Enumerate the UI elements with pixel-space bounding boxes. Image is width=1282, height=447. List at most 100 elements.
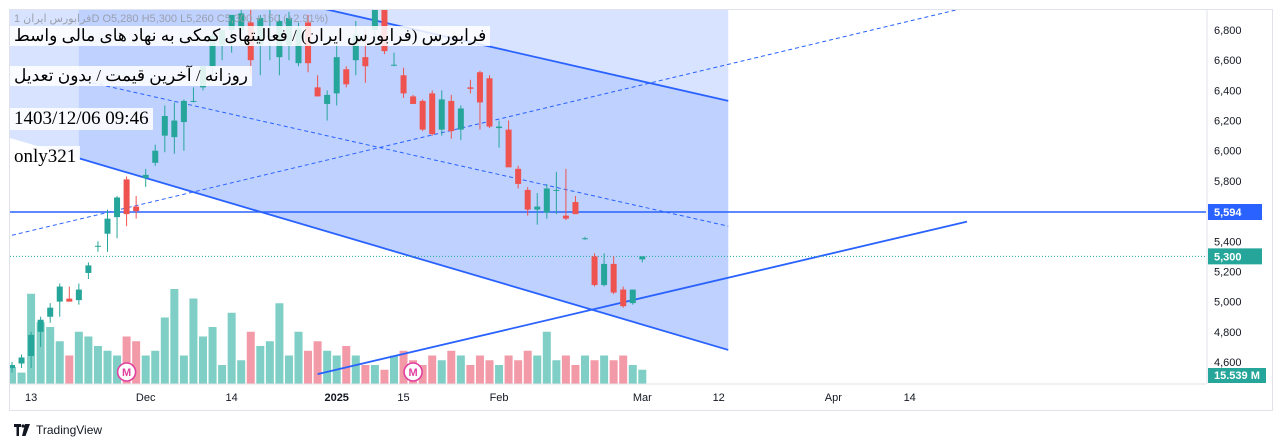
candle-body	[152, 150, 159, 163]
candle-body	[343, 69, 350, 85]
candle-body	[333, 57, 340, 94]
volume-bar	[495, 365, 504, 384]
volume-bar	[132, 341, 141, 384]
candle-body	[75, 289, 82, 301]
y-tick-label: 5,800	[1214, 176, 1242, 188]
volume-bar	[638, 369, 647, 384]
dividend-marker-label: M	[122, 367, 131, 379]
x-tick-label: Apr	[825, 392, 842, 404]
y-tick-label: 6,200	[1214, 116, 1242, 128]
candle-body	[620, 289, 627, 307]
volume-bar	[456, 355, 465, 384]
volume-badge-bg	[1208, 368, 1266, 383]
volume-bar	[447, 350, 456, 384]
volume-bar	[485, 360, 494, 384]
volume-bar	[17, 372, 26, 384]
candle-body	[400, 75, 407, 94]
candle-body	[66, 298, 73, 302]
candle-body	[190, 100, 197, 102]
volume-bar	[294, 331, 303, 384]
y-tick-label: 4,800	[1214, 327, 1242, 339]
volume-bar	[122, 336, 131, 384]
volume-bar	[237, 360, 246, 384]
candle-body	[371, 10, 378, 31]
candle-body	[18, 357, 25, 364]
volume-bar	[170, 289, 179, 384]
candle-body	[238, 13, 245, 30]
channel-middle-line	[78, 79, 729, 227]
candle-body	[467, 87, 474, 89]
volume-bar	[46, 327, 55, 384]
volume-bar	[284, 355, 293, 384]
candle-body	[362, 57, 369, 67]
candle-body	[94, 245, 101, 247]
candle-body	[515, 168, 522, 184]
volume-badge: 15.539 M	[1214, 370, 1260, 382]
candle-body	[180, 100, 187, 123]
chart-author: only321	[10, 146, 81, 168]
candle-body	[37, 319, 44, 332]
candle-body	[448, 100, 455, 132]
candle-body	[391, 64, 397, 66]
candle-body	[419, 100, 426, 130]
last-price-badge-bg	[1208, 248, 1262, 265]
volume-bar	[36, 322, 45, 384]
candle-body	[610, 263, 617, 293]
horizontal-level-badge-bg	[1208, 203, 1262, 220]
x-tick-label: Mar	[633, 392, 652, 404]
dividend-marker-icon	[116, 362, 137, 382]
volume-bar	[342, 346, 351, 384]
volume-bar	[351, 355, 360, 384]
volume-bar	[390, 355, 398, 384]
volume-bar	[504, 355, 513, 384]
volume-bar	[113, 355, 122, 384]
volume-bar	[199, 336, 207, 384]
volume-bar	[55, 341, 64, 384]
last-price-badge: 5,300	[1214, 251, 1242, 263]
y-tick-label: 6,600	[1214, 55, 1242, 67]
volume-bar	[552, 360, 561, 384]
candle-body	[562, 215, 569, 219]
volume-bar	[600, 355, 609, 384]
y-tick-label: 5,000	[1214, 297, 1242, 309]
y-tick-label: 6,800	[1214, 25, 1242, 37]
y-tick-label: 5,200	[1214, 266, 1242, 278]
candle-body	[56, 286, 63, 302]
candle-body	[410, 96, 417, 104]
volume-bar	[218, 365, 227, 384]
volume-bar	[189, 298, 198, 384]
volume-bar	[151, 350, 160, 384]
volume-bar	[619, 355, 628, 384]
candle-body	[496, 126, 503, 129]
tradingview-logo-icon	[14, 424, 30, 436]
volume-bar	[466, 365, 475, 384]
volume-bar	[561, 355, 570, 384]
candle-body	[601, 263, 608, 286]
channel-lower-line	[78, 157, 729, 351]
x-tick-label: 14	[226, 392, 238, 404]
chart-frame[interactable]	[9, 9, 1273, 411]
y-tick-label: 6,000	[1214, 146, 1242, 158]
candle-body	[352, 34, 359, 61]
candle-body	[543, 188, 550, 213]
candle-body	[629, 289, 636, 304]
candle-body	[133, 206, 140, 212]
candle-body	[209, 36, 216, 67]
x-tick-label: 2025	[324, 392, 348, 404]
volume-bar	[227, 312, 236, 384]
volume-bar	[256, 346, 265, 384]
chart-title: فرابورس (فرابورس ایران) / فعالیتهای کمکی…	[10, 26, 491, 46]
dividend-marker-label: M	[409, 367, 418, 379]
volume-bar	[65, 355, 74, 384]
candle-body	[457, 108, 464, 130]
volume-bar	[523, 350, 532, 384]
candle-body	[10, 365, 15, 369]
volume-bar	[313, 341, 322, 384]
candle-body	[553, 189, 560, 191]
candle-body	[85, 265, 92, 273]
chart-datetime: 1403/12/06 09:46	[10, 108, 153, 130]
volume-bar	[418, 365, 427, 384]
volume-bar	[514, 360, 523, 384]
footer[interactable]: TradingView	[14, 420, 102, 440]
